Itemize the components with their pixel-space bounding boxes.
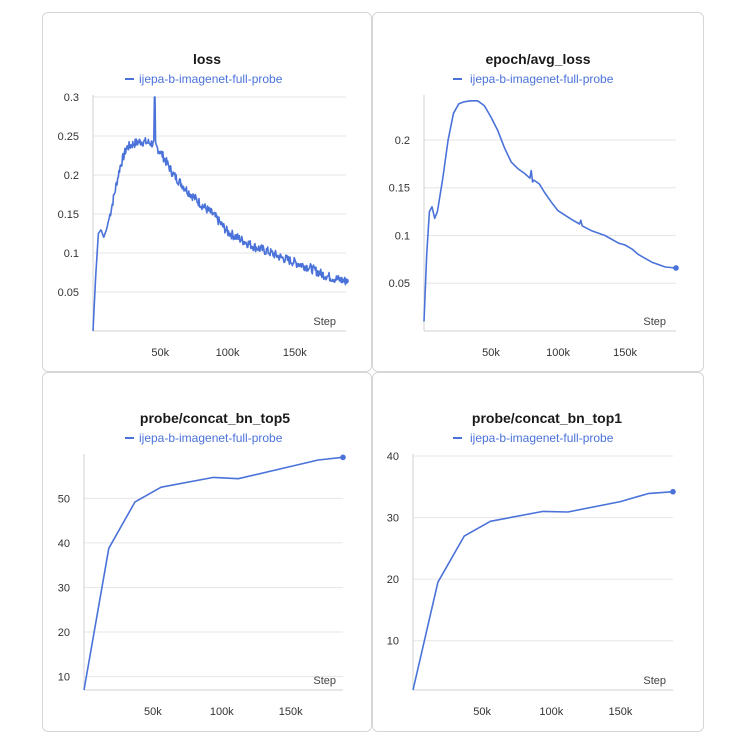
y-tick-label: 0.2: [64, 170, 79, 182]
series-end-point: [340, 454, 346, 461]
chart-panel-probe-top5[interactable]: probe/concat_bn_top5 ijepa-b-imagenet-fu…: [42, 372, 372, 732]
y-tick-label: 0.2: [395, 135, 410, 147]
y-tick-label: 40: [387, 451, 399, 463]
x-tick-label: 150k: [613, 347, 637, 359]
y-tick-label: 20: [387, 574, 399, 586]
x-tick-label: 100k: [546, 347, 570, 359]
y-tick-label: 10: [387, 636, 399, 648]
chart-panel-epoch-avg-loss[interactable]: epoch/avg_loss ijepa-b-imagenet-full-pro…: [372, 12, 704, 372]
series-end-point: [670, 488, 676, 495]
x-tick-label: 100k: [210, 706, 234, 718]
y-tick-label: 50: [58, 493, 70, 505]
x-axis-label: Step: [643, 675, 666, 687]
series-end-point: [343, 278, 349, 284]
y-tick-label: 30: [387, 513, 399, 525]
series-line: [412, 490, 674, 691]
chart-probe-top1: probe/concat_bn_top1 ijepa-b-imagenet-fu…: [387, 410, 676, 718]
x-axis-label: Step: [313, 316, 336, 328]
series-line: [83, 456, 344, 691]
y-tick-label: 0.05: [389, 278, 410, 290]
chart-title: loss: [193, 51, 221, 67]
chart-panel-probe-top1[interactable]: probe/concat_bn_top1 ijepa-b-imagenet-fu…: [372, 372, 704, 732]
y-tick-label: 0.25: [58, 131, 79, 143]
y-tick-label: 30: [58, 582, 70, 594]
chart-loss: loss ijepa-b-imagenet-full-probe 0.30.25…: [58, 51, 349, 359]
chart-panel-loss[interactable]: loss ijepa-b-imagenet-full-probe 0.3 0.25…: [42, 12, 372, 372]
x-axis-label: Step: [643, 316, 666, 328]
y-tick-label: 0.15: [58, 209, 79, 221]
x-tick-label: 50k: [482, 347, 500, 359]
x-axis-label: Step: [313, 675, 336, 687]
y-tick-label: 0.05: [58, 287, 79, 299]
legend-label: ijepa-b-imagenet-full-probe: [470, 72, 614, 86]
series-line: [92, 96, 347, 332]
x-tick-label: 150k: [609, 706, 633, 718]
series-end-point: [673, 265, 679, 271]
x-tick-label: 50k: [151, 347, 169, 359]
x-tick-label: 150k: [283, 347, 307, 359]
chart-probe-top5: probe/concat_bn_top5 ijepa-b-imagenet-fu…: [58, 410, 346, 718]
legend-label: ijepa-b-imagenet-full-probe: [470, 431, 614, 445]
y-tick-label: 0.15: [389, 183, 410, 195]
x-tick-label: 50k: [473, 706, 491, 718]
legend-label: ijepa-b-imagenet-full-probe: [139, 431, 283, 445]
y-tick-label: 0.1: [395, 230, 410, 242]
x-tick-label: 100k: [216, 347, 240, 359]
legend-label: ijepa-b-imagenet-full-probe: [139, 72, 283, 86]
chart-title: epoch/avg_loss: [485, 51, 590, 67]
y-tick-label: 0.1: [64, 248, 79, 260]
y-tick-label: 40: [58, 538, 70, 550]
y-tick-label: 20: [58, 627, 70, 639]
x-tick-label: 150k: [279, 706, 303, 718]
y-tick-label: 0.3: [64, 92, 79, 104]
chart-title: probe/concat_bn_top1: [472, 410, 622, 426]
chart-title: probe/concat_bn_top5: [140, 410, 290, 426]
x-tick-label: 100k: [539, 706, 563, 718]
chart-epoch-avg-loss: epoch/avg_loss ijepa-b-imagenet-full-pro…: [389, 51, 679, 359]
series-line: [423, 100, 677, 322]
y-tick-label: 10: [58, 672, 70, 684]
x-tick-label: 50k: [144, 706, 162, 718]
